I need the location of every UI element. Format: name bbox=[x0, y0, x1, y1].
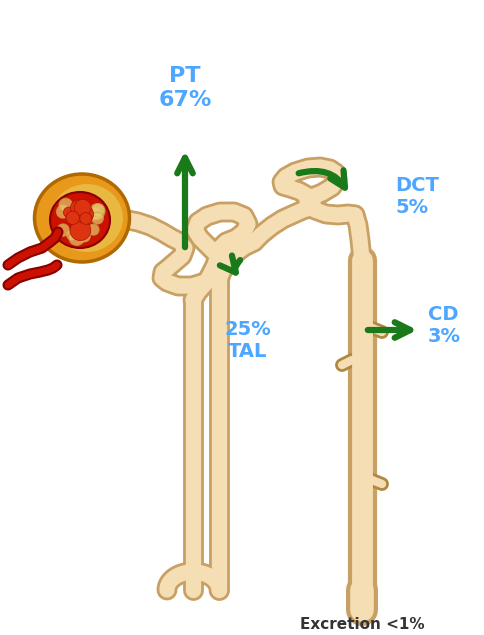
Circle shape bbox=[78, 231, 90, 242]
Circle shape bbox=[57, 224, 69, 236]
Circle shape bbox=[73, 208, 83, 218]
Circle shape bbox=[70, 200, 86, 215]
Circle shape bbox=[75, 205, 93, 224]
Circle shape bbox=[70, 220, 91, 241]
Circle shape bbox=[82, 214, 91, 224]
Circle shape bbox=[80, 213, 91, 224]
Circle shape bbox=[66, 211, 79, 225]
Text: 25%
TAL: 25% TAL bbox=[224, 319, 271, 361]
Circle shape bbox=[69, 229, 85, 246]
Circle shape bbox=[56, 205, 69, 218]
Circle shape bbox=[91, 212, 103, 224]
Text: PT
67%: PT 67% bbox=[158, 67, 211, 110]
Circle shape bbox=[91, 204, 105, 217]
Text: DCT
5%: DCT 5% bbox=[394, 175, 438, 217]
Text: CD
3%: CD 3% bbox=[427, 305, 460, 345]
Circle shape bbox=[66, 230, 76, 240]
Circle shape bbox=[80, 209, 92, 222]
Ellipse shape bbox=[51, 184, 123, 252]
Circle shape bbox=[74, 199, 91, 216]
Ellipse shape bbox=[34, 174, 129, 262]
Circle shape bbox=[89, 204, 105, 219]
Circle shape bbox=[89, 208, 101, 220]
Ellipse shape bbox=[50, 192, 110, 248]
Text: Excretion <1%: Excretion <1% bbox=[299, 617, 424, 632]
Circle shape bbox=[59, 198, 72, 211]
Circle shape bbox=[75, 218, 88, 232]
Circle shape bbox=[88, 224, 99, 235]
Circle shape bbox=[63, 207, 74, 218]
